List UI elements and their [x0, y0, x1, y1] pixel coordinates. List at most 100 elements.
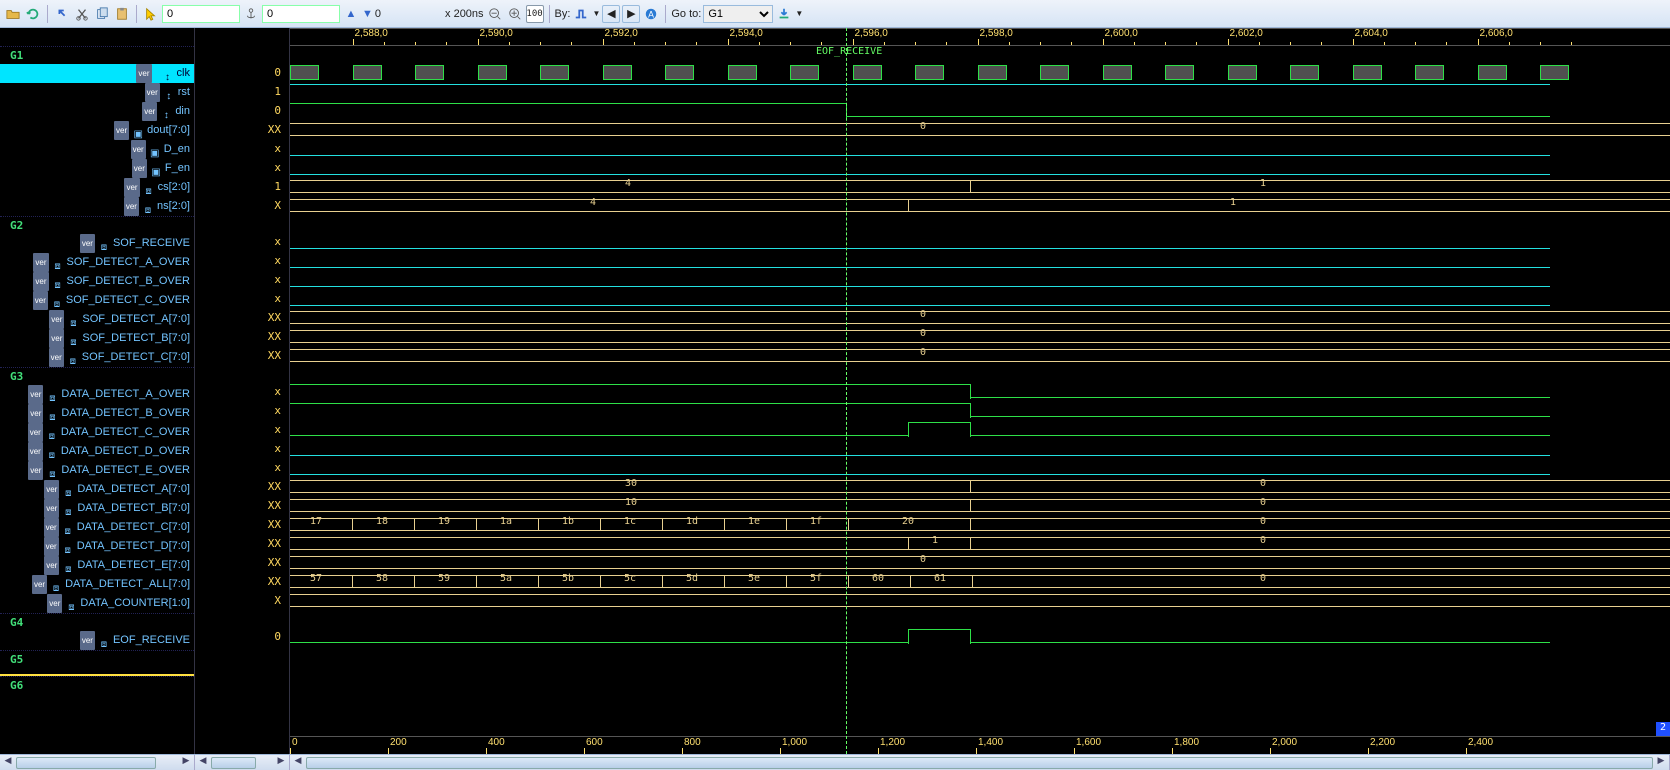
signal-din[interactable]: ver↕din: [0, 102, 194, 121]
signal-DATA_DETECT_B[7:0][interactable]: ver⧈DATA_DETECT_B[7:0]: [0, 499, 194, 518]
type-icon: ⧈: [98, 238, 110, 250]
signal-dout[7:0][interactable]: ver▣dout[7:0]: [0, 121, 194, 140]
signal-F_en[interactable]: ver▣F_en: [0, 159, 194, 178]
reload-icon[interactable]: [24, 5, 42, 23]
wave-hscroll[interactable]: ◀ ▶: [290, 755, 1670, 770]
signal-DATA_DETECT_ALL[7:0][interactable]: ver⧈DATA_DETECT_ALL[7:0]: [0, 575, 194, 594]
signal-D_en[interactable]: ver▣D_en: [0, 140, 194, 159]
wave-clk[interactable]: [290, 63, 1670, 82]
type-icon: ↕: [163, 87, 175, 99]
zoom-in-icon[interactable]: [506, 5, 524, 23]
signal-SOF_DETECT_C[7:0][interactable]: ver⧈SOF_DETECT_C[7:0]: [0, 348, 194, 367]
wave-DATA_DETECT_B[7:0][interactable]: 100: [290, 496, 1670, 515]
wave-DATA_DETECT_E_OVER[interactable]: [290, 458, 1670, 477]
wave-SOF_DETECT_C[7:0][interactable]: 0: [290, 346, 1670, 365]
group-G1[interactable]: G1: [0, 46, 194, 64]
toolbar: ▲ ▼ 0 x 200ns 100 By: ▼ ◀ ▶ A Go to: G1 …: [0, 0, 1670, 28]
wave-SOF_DETECT_C_OVER[interactable]: [290, 289, 1670, 308]
wave-din[interactable]: [290, 101, 1670, 120]
group-G6[interactable]: G6: [0, 676, 194, 694]
wave-dout[7:0][interactable]: 0: [290, 120, 1670, 139]
anchor-icon[interactable]: [242, 5, 260, 23]
open-icon[interactable]: [4, 5, 22, 23]
value-DATA_DETECT_E[7:0]: XX: [195, 553, 289, 572]
wave-SOF_DETECT_A[7:0][interactable]: 0: [290, 308, 1670, 327]
signal-ns[2:0][interactable]: ver⧈ns[2:0]: [0, 197, 194, 216]
signal-clk[interactable]: ver ↕clk: [0, 64, 194, 83]
wave-DATA_DETECT_ALL[7:0][interactable]: 5758595a5b5c5d5e5f60610: [290, 572, 1670, 591]
wave-DATA_DETECT_D_OVER[interactable]: [290, 439, 1670, 458]
wave-D_en[interactable]: [290, 139, 1670, 158]
paste-icon[interactable]: [113, 5, 131, 23]
signal-SOF_DETECT_A[7:0][interactable]: ver⧈SOF_DETECT_A[7:0]: [0, 310, 194, 329]
group-G3[interactable]: G3: [0, 367, 194, 385]
value-SOF_DETECT_A[7:0]: XX: [195, 308, 289, 327]
value-hscroll[interactable]: ◀ ▶: [195, 755, 290, 770]
wave-SOF_DETECT_B[7:0][interactable]: 0: [290, 327, 1670, 346]
wave-DATA_DETECT_D[7:0][interactable]: 10: [290, 534, 1670, 553]
time-ruler-top[interactable]: [290, 28, 1670, 46]
group-G4[interactable]: G4: [0, 613, 194, 631]
cursor-line[interactable]: [846, 28, 847, 754]
signal-DATA_DETECT_A_OVER[interactable]: ver⧈DATA_DETECT_A_OVER: [0, 385, 194, 404]
time-ruler-bottom[interactable]: [290, 736, 1670, 754]
wave-DATA_DETECT_C[7:0][interactable]: 1718191a1b1c1d1e1f200: [290, 515, 1670, 534]
wave-EOF_RECEIVE[interactable]: [290, 627, 1670, 646]
signal-DATA_DETECT_E[7:0][interactable]: ver⧈DATA_DETECT_E[7:0]: [0, 556, 194, 575]
signal-DATA_DETECT_C[7:0][interactable]: ver⧈DATA_DETECT_C[7:0]: [0, 518, 194, 537]
wave-DATA_COUNTER[1:0][interactable]: [290, 591, 1670, 610]
signal-DATA_DETECT_C_OVER[interactable]: ver⧈DATA_DETECT_C_OVER: [0, 423, 194, 442]
cursor-icon[interactable]: [142, 5, 160, 23]
delta-up-icon[interactable]: ▲: [342, 5, 360, 23]
undo-icon[interactable]: [53, 5, 71, 23]
wave-SOF_DETECT_A_OVER[interactable]: [290, 251, 1670, 270]
time-field[interactable]: [162, 5, 240, 23]
goto-select[interactable]: G1: [703, 5, 773, 23]
wave-rst[interactable]: [290, 82, 1670, 101]
signal-hscroll[interactable]: ◀ ▶: [0, 755, 195, 770]
signal-SOF_DETECT_B_OVER[interactable]: ver⧈SOF_DETECT_B_OVER: [0, 272, 194, 291]
wave-DATA_DETECT_E[7:0][interactable]: 0: [290, 553, 1670, 572]
signal-DATA_DETECT_D_OVER[interactable]: ver⧈DATA_DETECT_D_OVER: [0, 442, 194, 461]
next-edge-icon[interactable]: ▶: [622, 5, 640, 23]
copy-icon[interactable]: [93, 5, 111, 23]
anchor-field[interactable]: [262, 5, 340, 23]
waveform-column[interactable]: EOF_RECEIVE 041410003001001718191a1b1c1d…: [290, 28, 1670, 754]
group-G2[interactable]: G2: [0, 216, 194, 234]
wave-SOF_DETECT_B_OVER[interactable]: [290, 270, 1670, 289]
signal-DATA_DETECT_D[7:0][interactable]: ver⧈DATA_DETECT_D[7:0]: [0, 537, 194, 556]
signal-DATA_DETECT_B_OVER[interactable]: ver⧈DATA_DETECT_B_OVER: [0, 404, 194, 423]
signal-DATA_COUNTER[1:0][interactable]: ver⧈DATA_COUNTER[1:0]: [0, 594, 194, 613]
signal-rst[interactable]: ver↕rst: [0, 83, 194, 102]
download-icon[interactable]: [775, 5, 793, 23]
cut-icon[interactable]: [73, 5, 91, 23]
type-icon: ↕: [162, 68, 174, 80]
signal-cs[2:0][interactable]: ver⧈cs[2:0]: [0, 178, 194, 197]
group-G5[interactable]: G5: [0, 650, 194, 668]
by-mode-icon[interactable]: [572, 5, 590, 23]
signal-DATA_DETECT_A[7:0][interactable]: ver⧈DATA_DETECT_A[7:0]: [0, 480, 194, 499]
zoom-100-icon[interactable]: 100: [526, 5, 544, 23]
wave-cs[2:0][interactable]: 41: [290, 177, 1670, 196]
value-din: 0: [195, 101, 289, 120]
signal-SOF_DETECT_C_OVER[interactable]: ver⧈SOF_DETECT_C_OVER: [0, 291, 194, 310]
value-rst: 1: [195, 82, 289, 101]
annotate-icon[interactable]: A: [642, 5, 660, 23]
wave-DATA_DETECT_C_OVER[interactable]: [290, 420, 1670, 439]
signal-SOF_DETECT_A_OVER[interactable]: ver⧈SOF_DETECT_A_OVER: [0, 253, 194, 272]
signal-SOF_DETECT_B[7:0][interactable]: ver⧈SOF_DETECT_B[7:0]: [0, 329, 194, 348]
signal-DATA_DETECT_E_OVER[interactable]: ver⧈DATA_DETECT_E_OVER: [0, 461, 194, 480]
wave-DATA_DETECT_A_OVER[interactable]: [290, 382, 1670, 401]
wave-DATA_DETECT_B_OVER[interactable]: [290, 401, 1670, 420]
wave-ns[2:0][interactable]: 41: [290, 196, 1670, 215]
signal-SOF_RECEIVE[interactable]: ver⧈SOF_RECEIVE: [0, 234, 194, 253]
wave-F_en[interactable]: [290, 158, 1670, 177]
prev-edge-icon[interactable]: ◀: [602, 5, 620, 23]
wave-SOF_RECEIVE[interactable]: [290, 232, 1670, 251]
signal-EOF_RECEIVE[interactable]: ver⧈EOF_RECEIVE: [0, 631, 194, 650]
signal-name-column[interactable]: G1ver ↕clkver↕rstver↕dinver▣dout[7:0]ver…: [0, 28, 195, 754]
goto-label: Go to:: [671, 8, 701, 20]
wave-DATA_DETECT_A[7:0][interactable]: 300: [290, 477, 1670, 496]
zoom-out-icon[interactable]: [486, 5, 504, 23]
value-DATA_DETECT_D_OVER: x: [195, 439, 289, 458]
